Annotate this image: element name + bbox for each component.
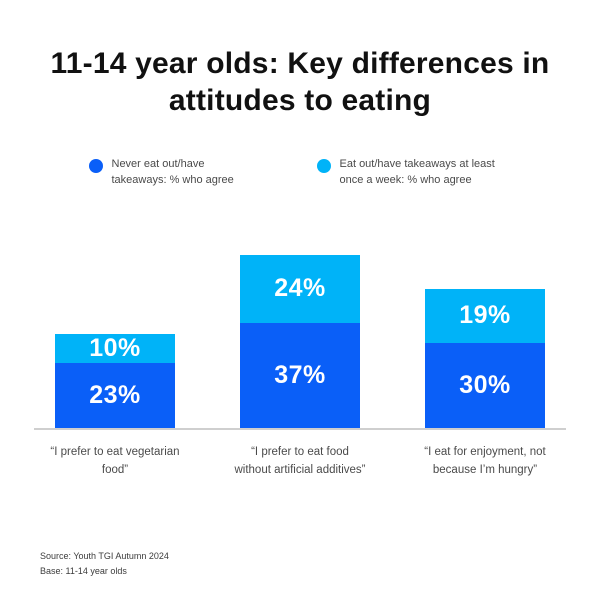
never-eat-out-legend-dot-icon <box>88 159 103 173</box>
bar-value-label: 30% <box>459 370 511 399</box>
bar-segment-eat-out-weekly: 19% <box>425 288 545 343</box>
bar-value-label: 19% <box>459 301 511 330</box>
legend-item-eat-out-weekly: Eat out/have takeaways at least once a w… <box>316 157 512 189</box>
bar-segment-eat-out-weekly: 24% <box>240 254 360 323</box>
category-column-3: “I eat for enjoyment, not because I’m hu… <box>424 444 545 480</box>
bar-value-label: 23% <box>89 380 141 409</box>
bars: 10% 23% 24% 37% 19% 30% <box>0 253 600 428</box>
bar-segment-never-eat-out: 30% <box>425 342 545 428</box>
bar-column-3: 19% 30% <box>425 288 545 428</box>
legend-label-eat-out-weekly: Eat out/have takeaways at least once a w… <box>339 158 495 186</box>
bar-segment-never-eat-out: 23% <box>55 362 175 428</box>
bar-value-label: 37% <box>274 360 326 389</box>
category-label: “I prefer to eat food without artificial… <box>234 446 366 476</box>
bar-segment-never-eat-out: 37% <box>240 322 360 428</box>
legend-item-never-eat-out: Never eat out/have takeaways: % who agre… <box>88 157 262 189</box>
footer-base: Base: 11-14 year olds <box>40 566 127 577</box>
category-label: “I prefer to eat vegetarian food” <box>50 446 180 476</box>
legend-label-never-eat-out: Never eat out/have takeaways: % who agre… <box>111 158 234 186</box>
bar-segment-eat-out-weekly: 10% <box>55 334 175 363</box>
chart-title: 11-14 year olds: Key differences in atti… <box>50 47 550 117</box>
eat-out-weekly-legend-dot-icon <box>316 159 331 173</box>
bar-column-1: 10% 23% <box>55 334 175 428</box>
bar-column-2: 24% 37% <box>240 254 360 428</box>
category-column-2: “I prefer to eat food without artificial… <box>234 444 365 480</box>
category-labels: “I prefer to eat vegetarian food” “I pref… <box>0 444 600 480</box>
bar-value-label: 24% <box>274 274 326 303</box>
footer-source: Source: Youth TGI Autumn 2024 <box>40 551 169 561</box>
footer: Source: Youth TGI Autumn 2024 Base: 11-1… <box>40 549 169 580</box>
legend: Never eat out/have takeaways: % who agre… <box>0 157 600 189</box>
category-column-1: “I prefer to eat vegetarian food” <box>50 444 179 480</box>
category-label: “I eat for enjoyment, not because I’m hu… <box>424 446 546 476</box>
x-axis-line <box>34 428 566 430</box>
bar-value-label: 10% <box>89 334 141 363</box>
